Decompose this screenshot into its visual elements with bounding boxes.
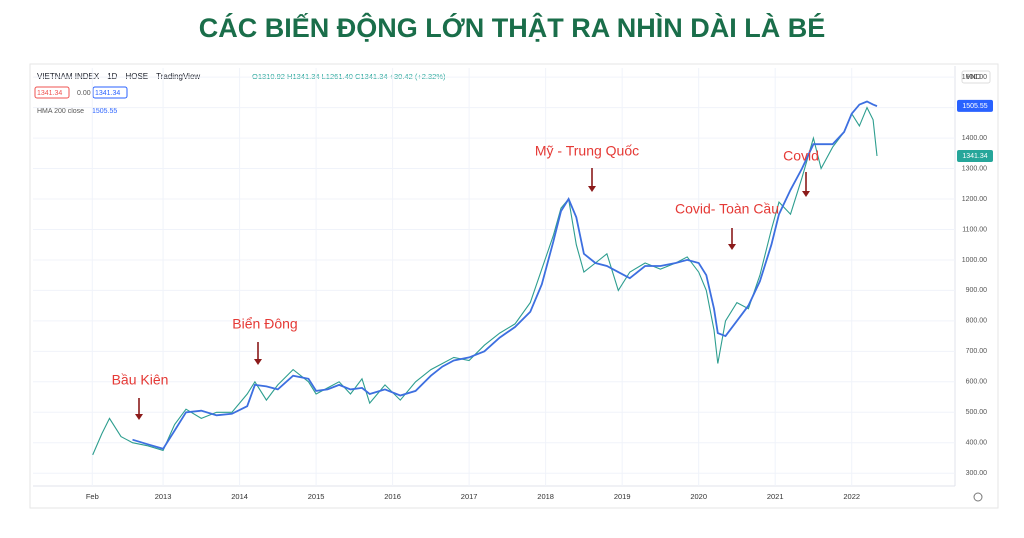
price-badge-text: 1341.34 [962,153,987,160]
x-tick-label: 2013 [155,492,172,501]
x-tick-label: 2016 [384,492,401,501]
annotation-arrowhead [135,414,143,420]
header-badge-text: 1341.34 [37,90,62,97]
legend-hma-name: HMA 200 close [37,108,84,115]
annotation: Bầu Kiên [112,372,169,388]
y-tick-label: 500.00 [966,409,988,416]
y-tick-label: 900.00 [966,287,988,294]
annotation: Mỹ - Trung Quốc [535,143,639,159]
y-tick-label: 400.00 [966,440,988,447]
y-tick-label: 1600.00 [962,74,987,81]
currency-box [961,70,991,84]
y-tick-label: 1100.00 [962,226,987,233]
header-badge [34,86,70,99]
ohlc-text: O1310.92 H1341.34 L1261.40 C1341.34 +30.… [252,72,446,81]
currency: VND [966,74,981,81]
legend-hma-value: 1505.55 [92,108,117,115]
y-tick-label: 800.00 [966,318,988,325]
y-tick-label: 1000.00 [962,257,987,264]
x-tick-label: 2022 [843,492,860,501]
price-line [92,106,878,456]
symbol-text: VIETNAM INDEX [37,72,100,81]
annotation-arrowhead [254,359,262,365]
annotation: Biển Đông [232,316,297,332]
symbol-text: 1D [107,72,117,81]
x-tick-label: 2014 [231,492,248,501]
symbol-text: HOSE [125,72,148,81]
y-tick-label: 1200.00 [962,196,987,203]
symbol-text: TradingView [156,72,200,81]
x-tick-label: 2020 [690,492,707,501]
hma-line [132,100,878,450]
y-tick-label: 300.00 [966,470,988,477]
annotation-arrowhead [802,191,810,197]
y-tick-label: 1400.00 [962,135,987,142]
annotation: Covid [783,148,819,164]
header-badge-text: 1341.34 [95,90,120,97]
annotation: Covid- Toàn Cầu [675,201,779,217]
x-tick-label: 2015 [308,492,325,501]
settings-icon[interactable] [973,492,983,502]
y-tick-label: 1300.00 [962,165,987,172]
x-tick-label: 2019 [614,492,631,501]
chart-panel [29,63,999,509]
page-title: CÁC BIẾN ĐỘNG LỚN THẬT RA NHÌN DÀI LÀ BÉ [199,12,826,43]
price-badge [957,149,993,162]
price-badge [957,99,993,112]
header-badge-text: 0.00 [77,90,91,97]
price-badge-text: 1505.55 [962,103,987,110]
header-badge [92,86,128,99]
annotation-arrowhead [588,186,596,192]
x-tick-label: Feb [86,492,99,501]
annotation-arrowhead [728,244,736,250]
x-tick-label: 2021 [767,492,784,501]
y-tick-label: 700.00 [966,348,988,355]
y-tick-label: 600.00 [966,379,988,386]
x-tick-label: 2017 [461,492,478,501]
x-tick-label: 2018 [537,492,554,501]
